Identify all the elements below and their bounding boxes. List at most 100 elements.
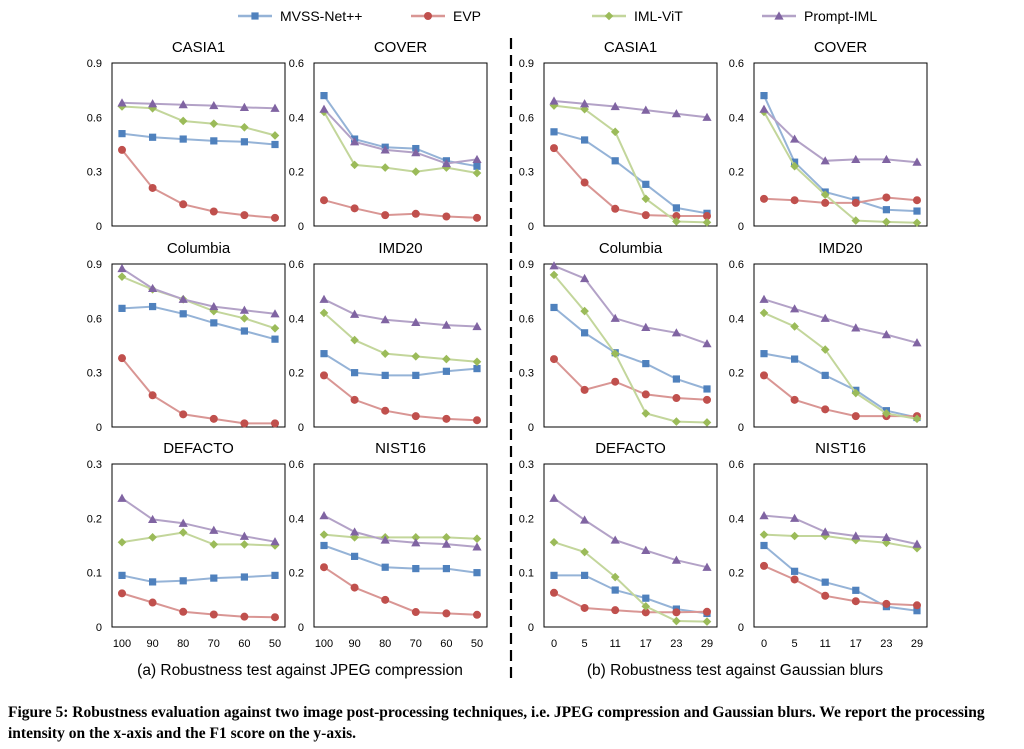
- series-iml-vit: [759, 530, 922, 553]
- data-point: [610, 349, 620, 358]
- data-point: [118, 130, 126, 138]
- subcaption-blur: (b) Robustness test against Gaussian blu…: [587, 662, 884, 679]
- panel-title: CASIA1: [172, 39, 225, 56]
- chart-panels: CASIA1 0 0.3 0.6 0.9 COVER 0 0.2 0.4 0.6 CASIA1 0 0.…: [87, 39, 928, 650]
- data-point: [240, 419, 249, 428]
- data-point: [149, 133, 157, 141]
- series-line: [121, 497, 276, 543]
- data-point: [270, 537, 280, 546]
- data-point: [411, 538, 421, 547]
- data-point: [913, 196, 921, 205]
- y-tick-label: 0.1: [519, 568, 534, 580]
- panel-title: IMD20: [818, 240, 862, 257]
- y-tick-label: 0: [738, 221, 744, 233]
- data-point: [672, 212, 681, 221]
- data-point: [350, 335, 359, 345]
- panel-title: NIST16: [375, 440, 426, 457]
- legend-label: EVP: [453, 8, 481, 24]
- series-evp: [118, 145, 279, 222]
- data-point: [641, 322, 651, 331]
- data-point: [209, 525, 219, 534]
- data-point: [821, 405, 830, 414]
- series-prompt-iml: [319, 104, 482, 168]
- series-line: [553, 541, 708, 623]
- data-point: [821, 371, 829, 379]
- y-tick-label: 0.4: [289, 112, 304, 124]
- data-point: [611, 157, 619, 165]
- y-tick-label: 0: [298, 622, 304, 634]
- series-iml-vit: [117, 528, 280, 550]
- data-point: [580, 99, 590, 108]
- series-line: [553, 591, 708, 614]
- series-line: [323, 199, 478, 219]
- data-point: [882, 217, 891, 227]
- data-point: [319, 104, 329, 113]
- data-point: [380, 349, 390, 358]
- data-point: [791, 567, 799, 575]
- series-prompt-iml: [117, 493, 280, 546]
- data-point: [672, 417, 681, 426]
- panel-blur-imd20: IMD20 0 0.2 0.4 0.6: [729, 240, 928, 434]
- data-point: [118, 571, 126, 579]
- data-point: [350, 395, 359, 404]
- legend-label: MVSS-Net++: [280, 8, 362, 24]
- series-evp: [550, 588, 711, 617]
- data-point: [240, 211, 249, 220]
- data-point: [472, 168, 482, 178]
- data-point: [580, 515, 590, 524]
- data-point: [178, 100, 188, 109]
- data-point: [380, 163, 390, 172]
- data-point: [882, 599, 891, 608]
- series-line: [553, 358, 708, 401]
- data-point: [442, 354, 451, 364]
- series-evp: [320, 196, 481, 222]
- data-point: [641, 390, 650, 399]
- y-tick-label: 0.2: [729, 368, 744, 380]
- data-point: [118, 145, 126, 154]
- data-point: [351, 369, 359, 377]
- data-point: [851, 531, 861, 540]
- data-point: [473, 213, 481, 222]
- series-line: [763, 111, 918, 224]
- series-line: [323, 566, 478, 616]
- panel-jpeg-casia1: CASIA1 0 0.3 0.6 0.9: [87, 39, 286, 233]
- x-tick-label: 90: [146, 638, 158, 650]
- data-point: [550, 588, 558, 597]
- series-line: [763, 196, 918, 204]
- y-tick-label: 0.6: [519, 112, 534, 124]
- legend: MVSS-Net++ EVP IML-ViT Prompt-IML: [238, 8, 877, 24]
- data-point: [821, 578, 829, 586]
- data-point: [913, 207, 921, 215]
- data-point: [209, 610, 218, 619]
- panel-blur-cover: COVER 0 0.2 0.4 0.6: [729, 39, 928, 233]
- y-tick-label: 0.9: [519, 58, 534, 70]
- data-point: [209, 414, 218, 423]
- data-point: [881, 532, 891, 541]
- data-point: [702, 218, 712, 227]
- data-point: [641, 409, 651, 418]
- data-point: [473, 416, 481, 425]
- data-point: [641, 608, 650, 617]
- series-line: [323, 312, 478, 363]
- data-point: [882, 409, 891, 418]
- y-tick-label: 0.4: [729, 513, 744, 525]
- series-iml-vit: [319, 308, 482, 367]
- data-point: [442, 564, 450, 573]
- data-point: [851, 388, 861, 398]
- x-tick-label: 60: [238, 638, 250, 650]
- y-tick-label: 0.6: [87, 112, 102, 124]
- data-point: [350, 583, 359, 592]
- data-point: [441, 158, 451, 168]
- x-tick-label: 70: [410, 638, 422, 650]
- data-point: [791, 355, 799, 363]
- data-point: [118, 304, 126, 312]
- data-point: [178, 518, 188, 527]
- series-line: [763, 514, 918, 546]
- data-point: [912, 338, 922, 347]
- y-tick-label: 0.2: [729, 568, 744, 580]
- data-point: [702, 339, 712, 348]
- series-prompt-iml: [319, 294, 482, 331]
- x-tick-label: 90: [348, 638, 360, 650]
- legend-entry-mvss-net: MVSS-Net++: [238, 8, 362, 24]
